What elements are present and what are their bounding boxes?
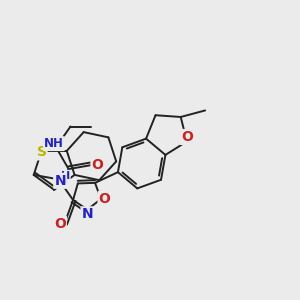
Text: O: O xyxy=(54,217,66,231)
Text: N: N xyxy=(54,174,66,188)
Text: O: O xyxy=(92,158,103,172)
Text: N: N xyxy=(82,207,93,221)
Text: O: O xyxy=(181,130,193,144)
Text: O: O xyxy=(99,192,110,206)
Text: NH: NH xyxy=(44,137,64,150)
Text: S: S xyxy=(37,146,46,159)
Text: H: H xyxy=(61,171,70,181)
